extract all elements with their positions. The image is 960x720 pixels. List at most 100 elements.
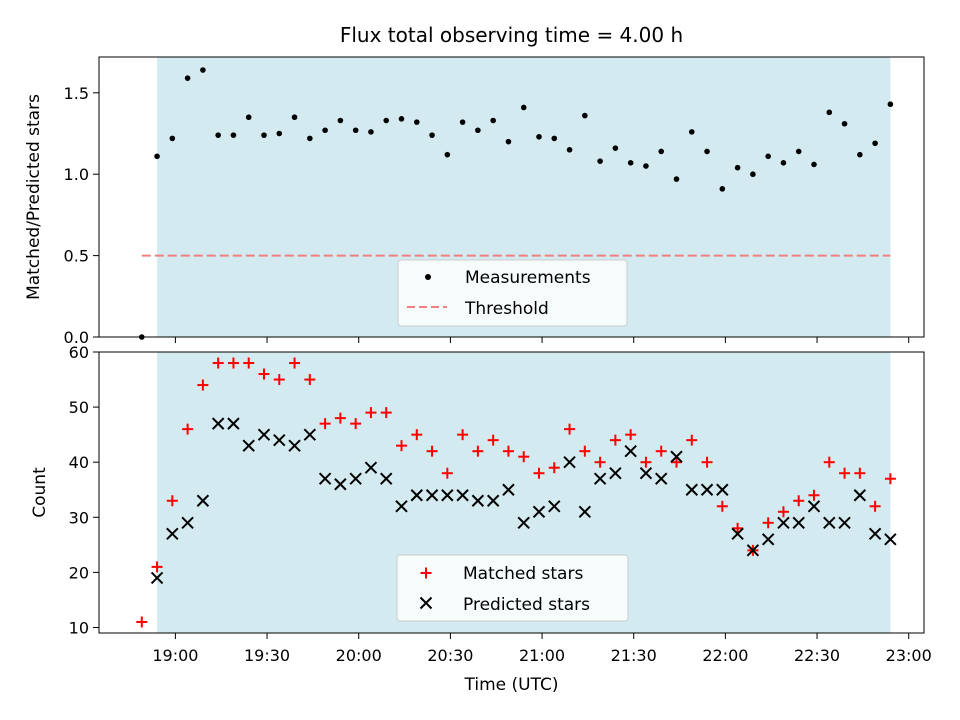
measurement-point <box>337 117 344 124</box>
matched-star-point <box>701 456 713 468</box>
matched-star-point <box>716 500 728 512</box>
ratio-y-ticks: 0.0 0.5 1.0 1.5 <box>64 84 99 347</box>
matched-star-point <box>609 434 621 446</box>
x-stroke-b <box>624 444 637 458</box>
measurement-point <box>413 119 420 125</box>
matched-star-point <box>518 451 530 463</box>
x-stroke-b <box>578 505 592 518</box>
matched-stars-points <box>136 357 896 628</box>
predicted-star-point <box>639 467 653 480</box>
matched-star-point <box>472 445 484 457</box>
measurement-point <box>582 112 588 119</box>
predicted-star-point <box>211 417 225 430</box>
predicted-star-point <box>731 527 744 541</box>
ratio-legend-box <box>397 259 628 327</box>
matched-star-point <box>884 473 896 485</box>
measurement-point <box>230 132 237 138</box>
matched-star-point <box>594 456 606 468</box>
matched-star-point <box>533 467 545 479</box>
x-stroke-b <box>532 505 546 518</box>
predicted-star-point <box>502 483 515 496</box>
measurement-point <box>566 146 573 153</box>
x-stroke-b <box>364 461 378 474</box>
matched-star-point <box>411 429 423 441</box>
measurement-point <box>291 114 298 121</box>
matched-star-point <box>869 500 881 512</box>
measurement-points <box>138 67 894 340</box>
measurement-point <box>261 132 267 138</box>
x-tick-label: 20:00 <box>336 646 382 665</box>
matched-star-point <box>258 368 270 380</box>
predicted-star-point <box>548 500 561 513</box>
matched-star-point <box>227 357 239 369</box>
x-stroke-b <box>807 500 821 513</box>
x-stroke-b <box>823 516 836 530</box>
predicted-star-point <box>227 417 240 430</box>
measurement-point <box>750 171 756 178</box>
x-stroke-b <box>410 489 423 502</box>
x-stroke-b <box>716 483 729 496</box>
measurement-point <box>429 132 435 138</box>
x-axis-label: Time (UTC) <box>464 675 559 695</box>
ratio-panel: 0.0 0.5 1.0 1.5 Flux total observing time =… <box>24 23 925 347</box>
x-tick-label: 21:00 <box>519 646 565 665</box>
measurement-point <box>597 158 603 164</box>
predicted-star-point <box>655 472 668 485</box>
x-tick-label: 21:30 <box>611 646 657 665</box>
x-tick-label: 20:30 <box>427 646 473 665</box>
count-y-axis-label: Count <box>30 467 50 518</box>
measurement-point <box>383 117 390 124</box>
x-stroke-b <box>639 467 653 480</box>
predicted-star-point <box>624 444 637 458</box>
predicted-star-point <box>318 472 332 485</box>
matched-star-point <box>686 434 698 446</box>
matched-star-point <box>396 440 407 452</box>
predicted-star-point <box>303 428 317 441</box>
predicted-star-point <box>410 489 423 502</box>
matched-star-point <box>166 495 178 507</box>
measurement-point <box>245 114 252 121</box>
x-stroke-b <box>761 533 775 546</box>
predicted-star-point <box>364 461 378 474</box>
predicted-star-point <box>380 472 393 485</box>
measurement-point <box>826 109 833 116</box>
y-tick-label: 50 <box>69 398 89 417</box>
measurement-point <box>154 153 160 160</box>
predicted-star-point <box>578 505 592 518</box>
x-stroke-b <box>166 527 179 541</box>
measurement-point <box>215 132 221 138</box>
x-stroke-b <box>395 500 408 513</box>
ratio-panel-frame <box>98 56 925 338</box>
predicted-star-point <box>517 516 530 530</box>
x-stroke-b <box>548 500 561 513</box>
legend-threshold-label: Threshold <box>464 299 549 319</box>
matched-star-point <box>212 357 224 369</box>
legend-predicted-marker <box>419 596 433 610</box>
x-tick-label: 22:30 <box>794 646 840 665</box>
y-tick-label: 0.5 <box>64 247 89 266</box>
predicted-star-point <box>761 533 775 546</box>
measurement-point <box>688 129 695 135</box>
measurement-point <box>887 101 894 108</box>
predicted-star-point <box>746 544 760 557</box>
measurement-point <box>719 186 726 192</box>
predicted-stars-points <box>150 417 897 585</box>
matched-star-point <box>839 467 851 479</box>
predicted-star-point <box>853 489 867 502</box>
matched-star-point <box>625 429 637 441</box>
measurement-point <box>307 135 313 142</box>
matched-star-point <box>441 467 453 479</box>
matched-star-point <box>762 517 774 529</box>
predicted-star-point <box>441 489 454 502</box>
measurement-point <box>505 138 512 145</box>
x-stroke-b <box>196 494 210 507</box>
x-tick-label: 22:00 <box>702 646 748 665</box>
matched-star-point <box>640 456 652 468</box>
matched-star-point <box>793 495 805 507</box>
x-stroke-b <box>685 483 698 496</box>
predicted-star-point <box>593 472 607 485</box>
measurement-point <box>200 67 206 73</box>
predicted-star-point <box>777 516 790 530</box>
y-tick-label: 1.5 <box>64 84 89 103</box>
legend-predicted-label: Predicted stars <box>463 595 590 615</box>
